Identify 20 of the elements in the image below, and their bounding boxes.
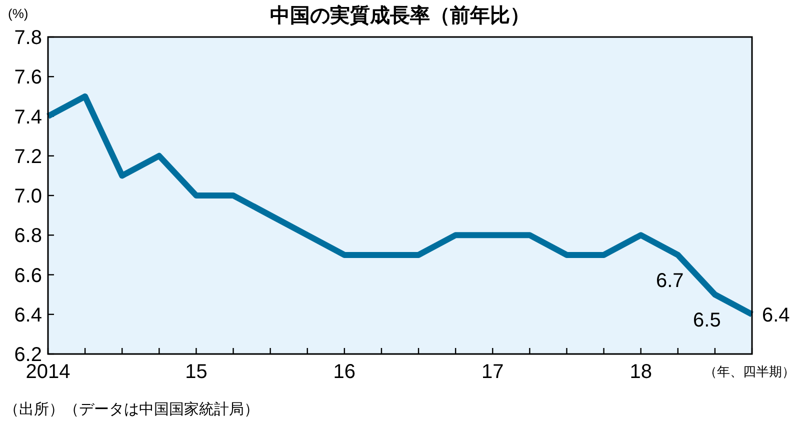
- y-tick-label: 7.2: [14, 146, 42, 168]
- x-tick-label: 2014: [26, 361, 70, 383]
- y-axis-title: (%): [8, 6, 28, 21]
- chart-title: 中国の実質成長率（前年比）: [270, 4, 530, 27]
- y-tick-label: 7.8: [14, 27, 42, 49]
- y-tick-label: 6.4: [14, 304, 42, 326]
- y-tick-label: 6.8: [14, 225, 42, 248]
- y-tick-label: 7.4: [14, 106, 42, 128]
- data-label: 6.4: [762, 304, 790, 326]
- y-tick-label: 7.0: [14, 186, 42, 208]
- data-label: 6.7: [656, 270, 684, 292]
- x-axis-title: （年、四半期）: [704, 364, 795, 379]
- x-tick-label: 17: [482, 361, 504, 383]
- x-tick-label: 18: [630, 361, 652, 383]
- y-tick-label: 6.6: [14, 264, 42, 287]
- data-label: 6.5: [693, 310, 721, 332]
- text: （出所）（データは中国国家統計局）: [4, 401, 259, 418]
- x-tick-label: 16: [333, 361, 356, 383]
- y-tick-label: 7.6: [14, 66, 42, 89]
- x-tick-label: 15: [185, 361, 208, 383]
